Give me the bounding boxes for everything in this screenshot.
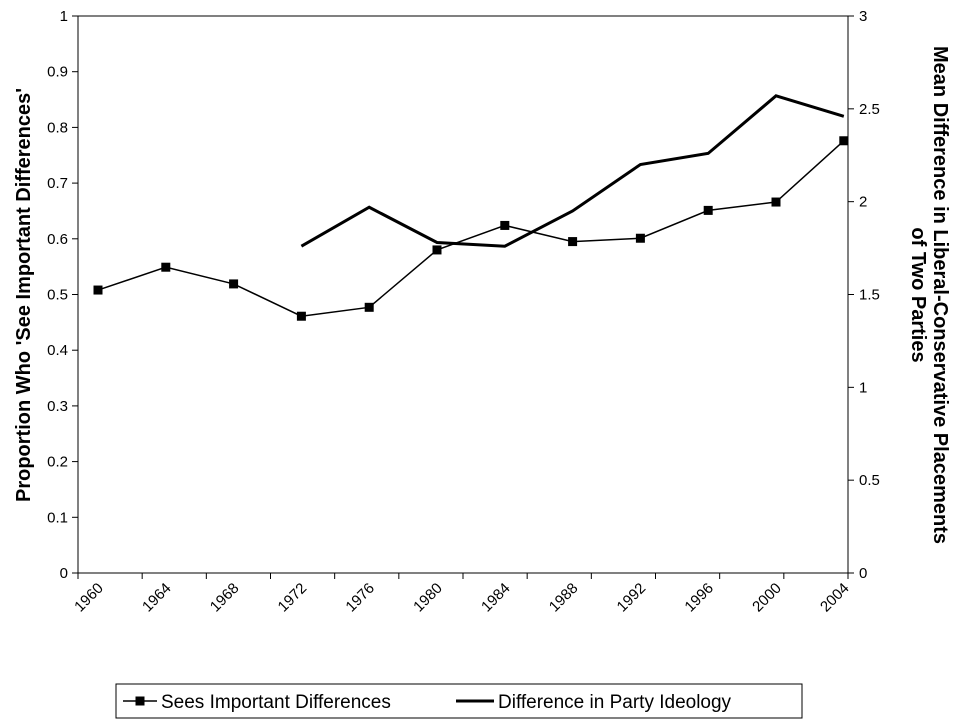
right-tick-label: 2.5 bbox=[859, 101, 880, 118]
right-tick-label: 3 bbox=[859, 8, 867, 25]
data-point-sees-important-differences bbox=[568, 237, 578, 247]
y2-axis-title-line1: Mean Difference in Liberal-Conservative … bbox=[929, 46, 951, 544]
data-point-sees-important-differences bbox=[364, 302, 374, 312]
right-tick-label: 1 bbox=[859, 379, 867, 396]
x-tick-label: 1984 bbox=[478, 580, 514, 616]
data-point-sees-important-differences bbox=[161, 262, 171, 272]
data-point-sees-important-differences bbox=[432, 245, 442, 255]
left-tick-label: 0.6 bbox=[47, 231, 68, 248]
x-tick-label: 1976 bbox=[342, 580, 378, 616]
x-tick-label: 1964 bbox=[139, 580, 175, 616]
left-tick-label: 0.8 bbox=[47, 119, 68, 136]
x-tick-label: 1996 bbox=[681, 580, 717, 616]
legend: Sees Important Differences Difference in… bbox=[115, 683, 803, 719]
legend-label-difference-in-party-ideology: Difference in Party Ideology bbox=[498, 692, 732, 713]
x-tick-label: 1992 bbox=[614, 580, 650, 616]
y2-axis-title-line2: of Two Parties bbox=[907, 227, 929, 362]
left-tick-label: 0.2 bbox=[47, 454, 68, 471]
series-layer bbox=[93, 94, 849, 321]
x-tick-label: 1972 bbox=[275, 580, 311, 616]
left-tick-label: 0.7 bbox=[47, 175, 68, 192]
data-point-sees-important-differences bbox=[771, 197, 781, 207]
data-point-sees-important-differences bbox=[296, 311, 306, 321]
legend-marker-square bbox=[135, 696, 145, 706]
data-point-sees-important-differences bbox=[93, 285, 103, 295]
x-tick-label: 2000 bbox=[749, 580, 785, 616]
series-line-sees-important-differences bbox=[97, 140, 845, 317]
left-tick-label: 0.5 bbox=[47, 287, 68, 304]
left-tick-label: 1 bbox=[60, 8, 68, 25]
right-tick-label: 1.5 bbox=[859, 287, 880, 304]
x-tick-label: 2004 bbox=[817, 580, 853, 616]
data-point-sees-important-differences bbox=[229, 279, 239, 289]
left-tick-label: 0.9 bbox=[47, 64, 68, 81]
x-tick-label: 1988 bbox=[546, 580, 582, 616]
left-axis: 0 0.1 0.2 0.3 0.4 0.5 0.6 0.7 0.8 0.9 1 bbox=[47, 8, 78, 582]
data-point-sees-important-differences bbox=[635, 233, 645, 243]
right-tick-label: 2 bbox=[859, 194, 867, 211]
data-point-sees-important-differences bbox=[703, 205, 713, 215]
right-tick-label: 0 bbox=[859, 565, 867, 582]
left-tick-label: 0.4 bbox=[47, 342, 68, 359]
x-tick-label: 1980 bbox=[410, 580, 446, 616]
series-line-difference-in-party-ideology bbox=[300, 94, 845, 248]
x-tick-label: 1960 bbox=[71, 580, 107, 616]
left-tick-label: 0.1 bbox=[47, 509, 68, 526]
x-axis: 1960 1964 1968 1972 1976 1980 1984 1988 1992 1996… bbox=[71, 573, 853, 616]
legend-label-sees-important-differences: Sees Important Differences bbox=[161, 692, 391, 713]
right-tick-label: 0.5 bbox=[859, 472, 880, 489]
x-tick-label: 1968 bbox=[207, 580, 243, 616]
left-tick-label: 0 bbox=[60, 565, 68, 582]
plot-area bbox=[77, 15, 849, 574]
right-axis: 0 0.5 1 1.5 2 2.5 3 bbox=[848, 8, 880, 582]
data-point-sees-important-differences bbox=[839, 136, 849, 146]
y-axis-title: Proportion Who 'See Important Difference… bbox=[13, 88, 35, 502]
left-tick-label: 0.3 bbox=[47, 398, 68, 415]
legend-box bbox=[115, 683, 803, 719]
data-point-sees-important-differences bbox=[500, 220, 510, 230]
